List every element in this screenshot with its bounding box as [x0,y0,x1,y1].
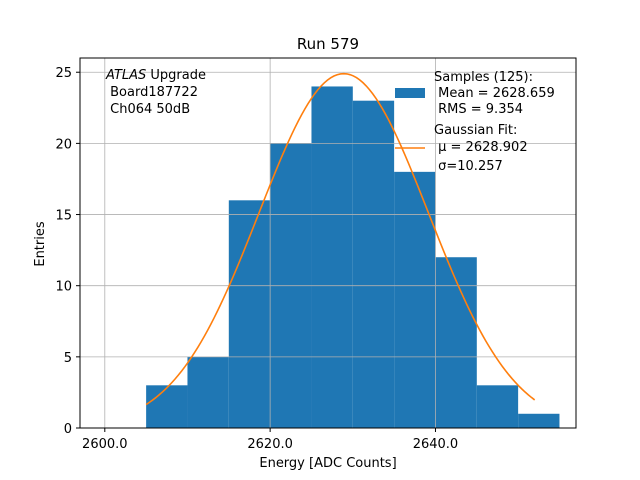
x-tick-label: 2620.0 [247,437,293,452]
legend-fit-line-3: σ=10.257 [434,159,503,174]
atlas-annotation: ATLAS Upgrade Board187722 Ch064 50dB [105,68,206,117]
y-tick-label: 10 [55,280,72,295]
gaussian-fit-line [145,72,536,406]
legend-hist-line-3: RMS = 9.354 [434,102,523,117]
annotation-line-2: Board187722 [106,85,198,100]
y-tick-label: 25 [55,66,72,81]
histogram-bar [311,86,353,428]
annotation-upgrade: Upgrade [146,68,206,83]
legend: Samples (125): Mean = 2628.659 RMS = 9.3… [395,70,555,174]
plot-area: 2600.0 2620.0 2640.0 0 5 10 15 20 25 [55,57,577,452]
histogram-bar [476,385,519,428]
y-tick-label: 20 [55,137,72,152]
annotation-atlas: ATLAS [105,68,146,83]
y-tick-label: 15 [55,209,72,224]
legend-hist-line-2: Mean = 2628.659 [434,86,555,101]
y-axis-label: Entries [33,221,48,267]
legend-hist-line-1: Samples (125): [434,70,533,85]
x-tick-label: 2640.0 [413,437,459,452]
histogram-bar [352,100,395,428]
histogram-bar [146,385,188,428]
annotation-line-1: ATLAS Upgrade [105,68,206,83]
histogram-bar [518,413,560,428]
plot-frame [79,57,577,429]
histogram-bar [435,257,477,428]
histogram-bar [394,171,436,428]
legend-fit-line-2: μ = 2628.902 [434,140,528,155]
annotation-line-3: Ch064 50dB [106,102,190,117]
histogram-bar [187,356,229,428]
y-tick-label: 0 [64,422,72,437]
legend-hist-swatch [395,88,425,98]
x-axis-label: Energy [ADC Counts] [259,456,396,471]
x-tick-label: 2600.0 [82,437,128,452]
histogram-bar [228,200,271,428]
legend-fit-line-1: Gaussian Fit: [434,123,517,138]
chart-title: Run 579 [297,35,359,53]
y-tick-label: 5 [64,351,72,366]
